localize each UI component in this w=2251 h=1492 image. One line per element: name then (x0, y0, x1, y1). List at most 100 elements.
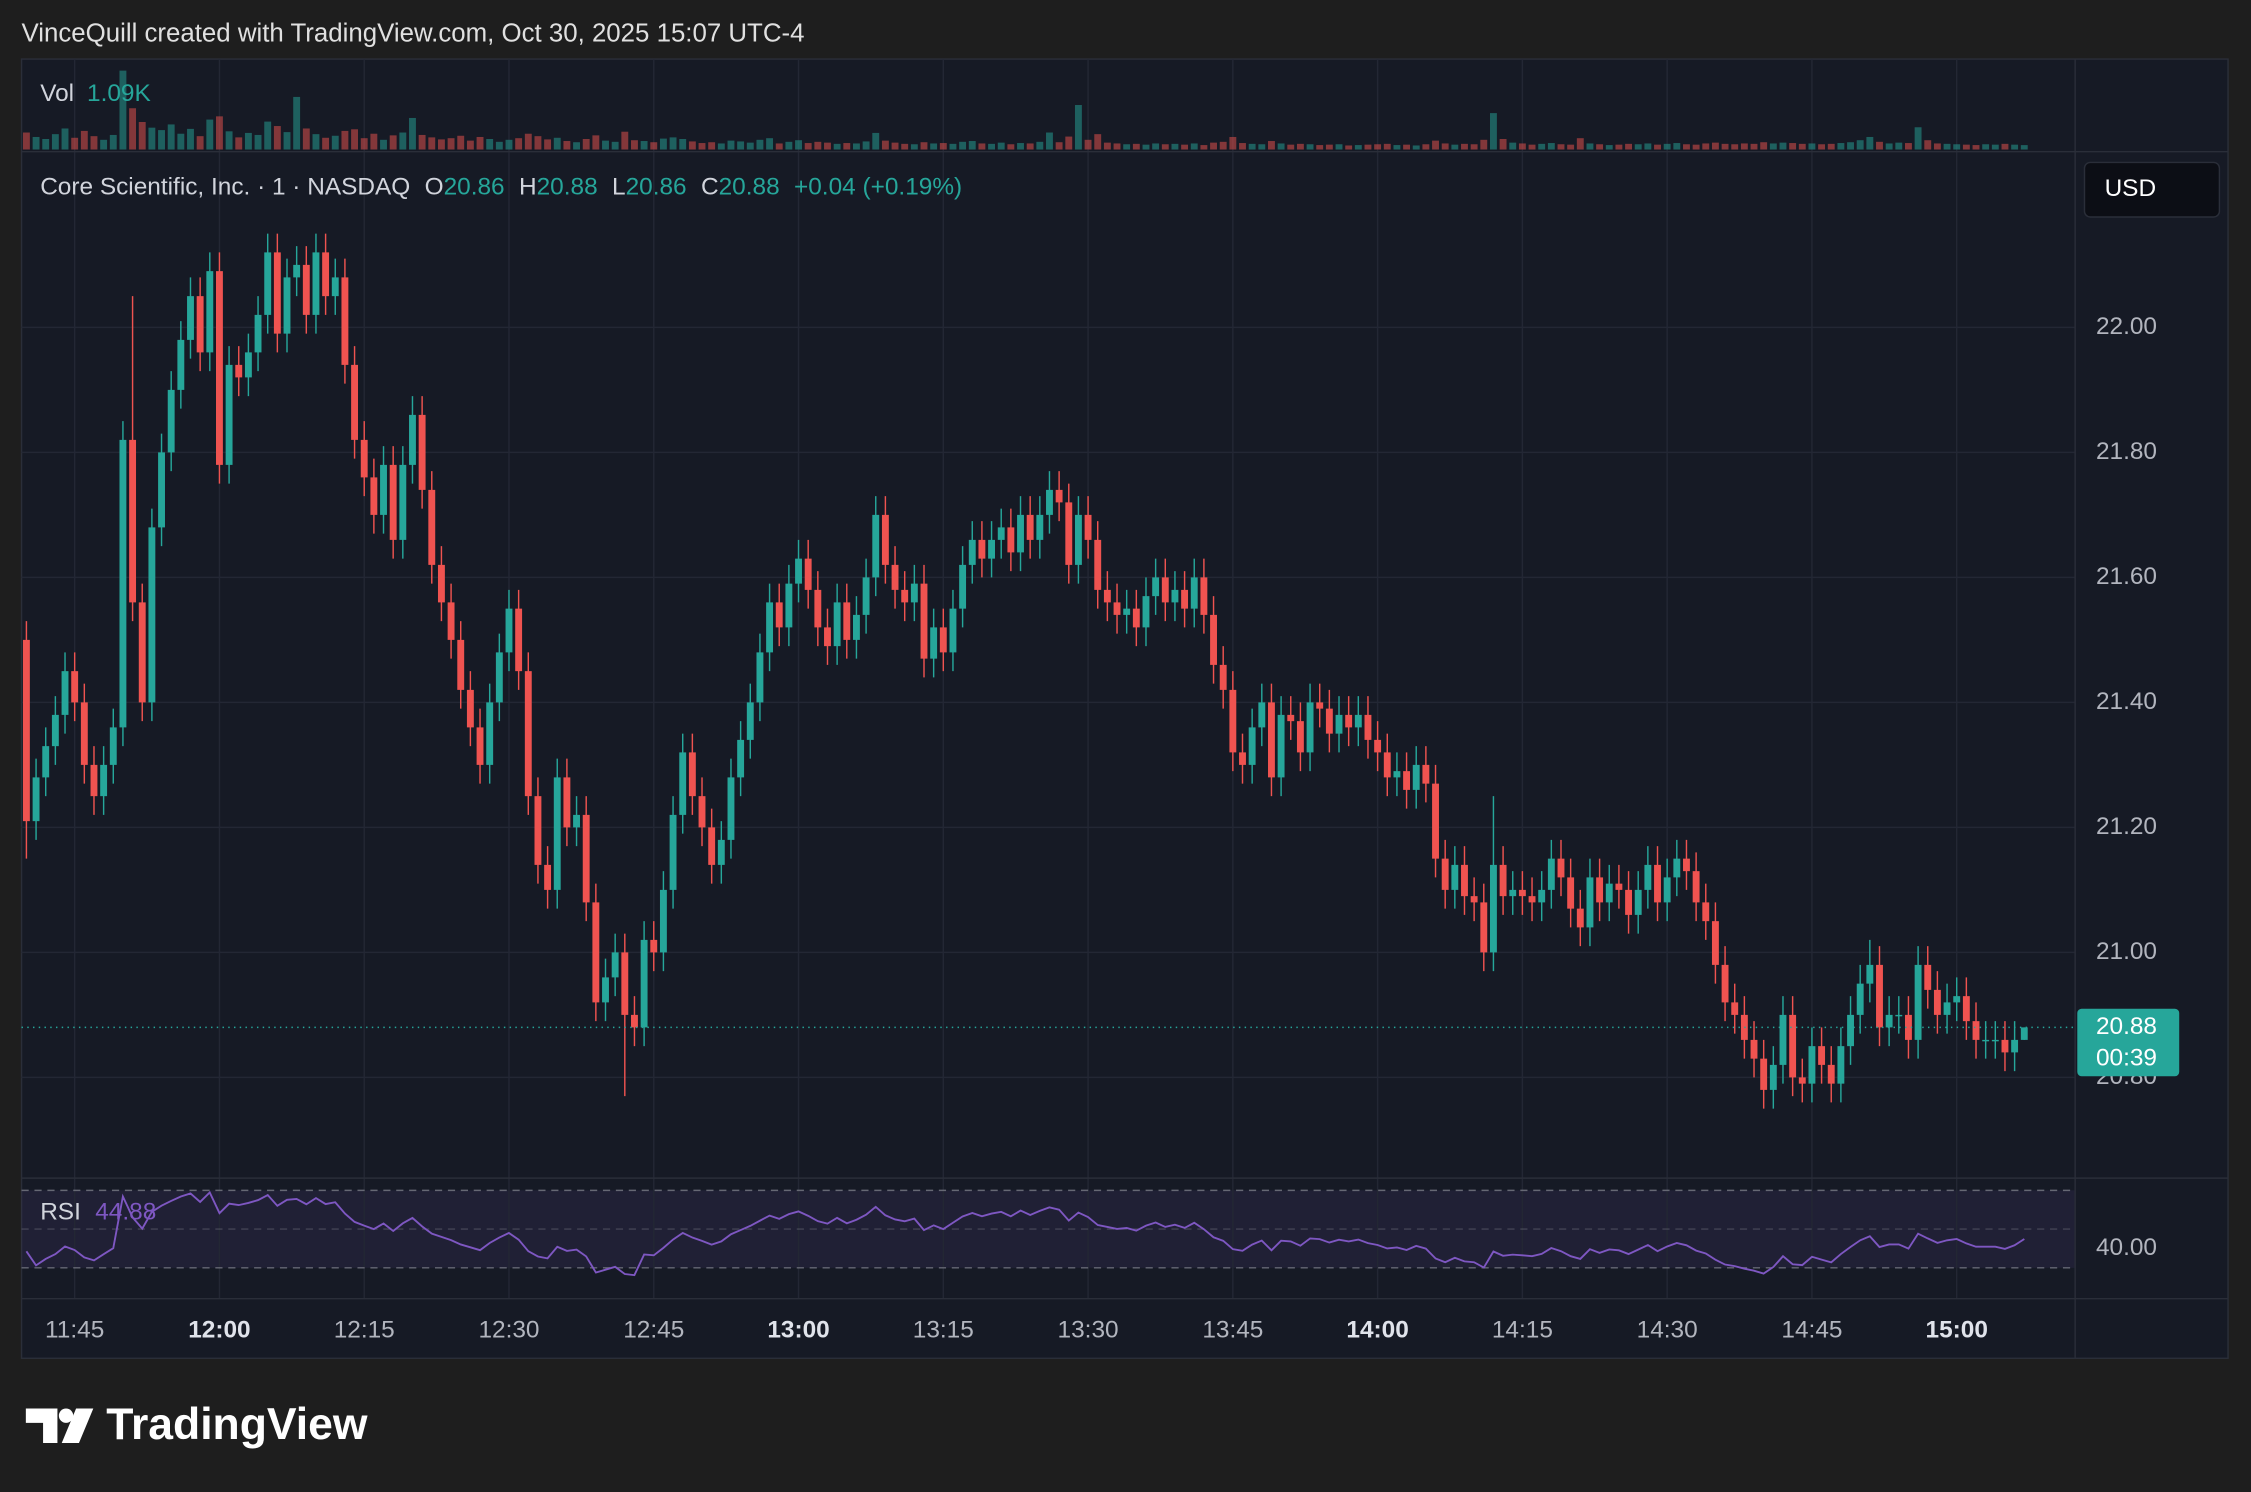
volume-bar (534, 136, 542, 150)
candle-body (862, 577, 870, 615)
volume-bar (1393, 145, 1401, 150)
volume-bar (312, 134, 320, 150)
volume-bar (968, 141, 976, 150)
volume-bar (302, 128, 310, 150)
volume-bar (1634, 144, 1642, 150)
candle-body (1470, 896, 1478, 903)
volume-bar (515, 138, 523, 150)
candle-body (1837, 1046, 1845, 1084)
candle-body (1808, 1046, 1816, 1084)
volume-bar (563, 141, 571, 150)
volume-bar (611, 141, 619, 150)
volume-bar (138, 122, 146, 150)
candle-body (1683, 858, 1690, 872)
volume-bar (129, 108, 137, 150)
candle-body (80, 702, 88, 765)
candle-body (988, 539, 996, 559)
candle-body (1268, 702, 1275, 778)
candle-body (833, 602, 841, 647)
rsi-name: RSI (40, 1199, 81, 1226)
volume-bar (1383, 143, 1391, 150)
volume-bar (717, 143, 725, 150)
volume-bar (264, 121, 272, 150)
volume-bar (891, 142, 899, 150)
volume-bar (341, 130, 349, 150)
candle-body (1200, 577, 1208, 615)
volume-bar (109, 134, 117, 150)
volume-bar (814, 141, 822, 150)
volume-bar (669, 137, 677, 150)
volume-bar (1586, 143, 1594, 150)
volume-bar (1943, 143, 1951, 150)
volume-bar (862, 141, 870, 150)
candle-body (1528, 896, 1536, 903)
candle-body (1866, 964, 1874, 984)
volume-bar (1017, 143, 1024, 150)
candle-body (534, 796, 542, 865)
volume-bar (573, 142, 580, 150)
symbol: Core Scientific, Inc. · 1 · NASDAQ (40, 174, 410, 201)
legend-label: C (701, 174, 719, 201)
volume-bar (409, 117, 416, 150)
candle-body (1644, 864, 1652, 890)
candle-body (1876, 964, 1883, 1028)
candle-body (814, 589, 822, 628)
candle-body (206, 271, 214, 353)
volume-bar (1847, 142, 1854, 150)
candle-body (602, 977, 609, 1003)
candle-body (1615, 883, 1623, 890)
volume-bar (1171, 143, 1179, 150)
candle-body (756, 652, 764, 703)
candle-body (1711, 921, 1719, 965)
volume-bar (920, 142, 928, 150)
volume-bar (1210, 142, 1217, 150)
volume-bar (997, 142, 1005, 150)
candle-body (650, 939, 658, 953)
currency-button[interactable] (2083, 161, 2221, 218)
volume-bar (1316, 145, 1324, 150)
candle-body (1210, 614, 1217, 665)
volume-bar (1557, 144, 1565, 150)
currency-label[interactable]: USD (2105, 175, 2157, 202)
volume-bar (32, 136, 40, 150)
volume-bar (399, 132, 407, 150)
volume-bar (1895, 142, 1903, 150)
volume-bar (1345, 145, 1353, 150)
candle-body (1721, 964, 1729, 1003)
legend-value: 20.88 (719, 174, 780, 201)
volume-bar (1142, 144, 1150, 150)
candle-body (1905, 1014, 1912, 1040)
volume-bar (235, 137, 243, 150)
volume-bar (505, 139, 513, 150)
candle-body (891, 564, 899, 590)
volume-bar (1258, 144, 1266, 150)
legend-change: +0.04 (+0.19%) (794, 174, 962, 201)
volume-bar (1181, 144, 1189, 150)
candle-body (1827, 1064, 1835, 1084)
header-text: VinceQuill created with TradingView.com,… (22, 19, 805, 47)
volume-bar (1740, 143, 1748, 150)
volume-bar (1567, 144, 1575, 150)
candle-body (322, 252, 330, 297)
candle-body (1296, 721, 1304, 753)
volume-name: Vol (40, 80, 74, 107)
volume-bar (1074, 105, 1082, 150)
candle-body (1142, 596, 1150, 628)
volume-bar (1432, 140, 1439, 150)
volume-bar (1827, 143, 1835, 150)
candle-body (1480, 902, 1488, 953)
volume-bar (273, 126, 281, 150)
candle-body (1161, 577, 1169, 603)
volume-bar (901, 143, 909, 150)
candle-body (1364, 714, 1372, 740)
volume-bar (766, 138, 774, 150)
volume-bar (708, 142, 716, 150)
candle-body (1065, 502, 1073, 565)
candle-body (1335, 714, 1343, 734)
candle-body (100, 764, 108, 797)
volume-bar (293, 96, 301, 150)
volume-bar (1499, 138, 1507, 150)
candle-body (553, 777, 561, 890)
candle-body (476, 727, 484, 765)
